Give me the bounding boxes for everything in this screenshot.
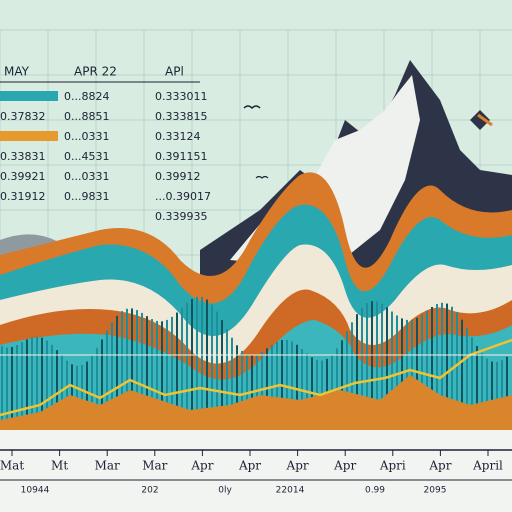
x-label: Mar [95,459,120,473]
x-label: Apr [333,459,356,473]
x-label: Apr [286,459,309,473]
table-cell: 0.33831 [0,150,46,163]
column-header: APl [165,65,184,79]
x-label: April [472,459,503,473]
x-label: Mar [142,459,167,473]
table-cell: 0.33124 [155,130,201,143]
table-cell: 0.333815 [155,110,208,123]
bottom-labels: 10944 202 0ly 22014 0.99 2095 [21,486,447,496]
table-cell: ...0.39017 [155,190,211,203]
table-body: 0...8824 0.333011 0.37832 0...8851 0.333815 0… [0,90,211,223]
table-cell: 0...0331 [64,170,109,183]
logo [470,110,490,130]
bottom-label: 22014 [276,486,305,496]
table-cell: 0...0331 [64,130,109,143]
x-labels: Mat Mt Mar Mar Apr Apr Apr Apr Apri Apr April [0,450,503,473]
table-cell: 0...9831 [64,190,109,203]
x-label: Apri [379,459,406,473]
bird [243,105,261,110]
bottom-label: 2095 [424,486,447,496]
x-label: Apr [238,459,261,473]
table-cell: 0.39912 [155,170,201,183]
x-label: Mt [51,459,68,473]
x-label: Apr [428,459,451,473]
axis-strip [0,430,512,512]
key-orange [0,131,58,141]
bottom-label: 10944 [21,486,50,496]
column-header: APR 22 [74,65,117,79]
x-label: Mat [0,459,24,473]
line-yellow [0,338,512,417]
table-cell: 0.37832 [0,110,46,123]
bird [255,175,269,179]
key-teal [0,91,58,101]
table-cell: 0.391151 [155,150,208,163]
table-cell: 0...8851 [64,110,109,123]
bottom-label: 0ly [218,486,232,496]
logo-accent [477,113,493,127]
table-cell: 0.333011 [155,90,208,103]
bottom-label: 0.99 [365,486,385,496]
table-cell: 0...8824 [64,90,109,103]
column-header: MAY [4,65,30,79]
table-cell: 0.39921 [0,170,46,183]
table-cell: 0...4531 [64,150,109,163]
area-orange [0,375,512,430]
table-cell: 0.339935 [155,210,208,223]
table-cell: 0.31912 [0,190,46,203]
bottom-label: 202 [141,486,158,496]
x-label: Apr [190,459,213,473]
